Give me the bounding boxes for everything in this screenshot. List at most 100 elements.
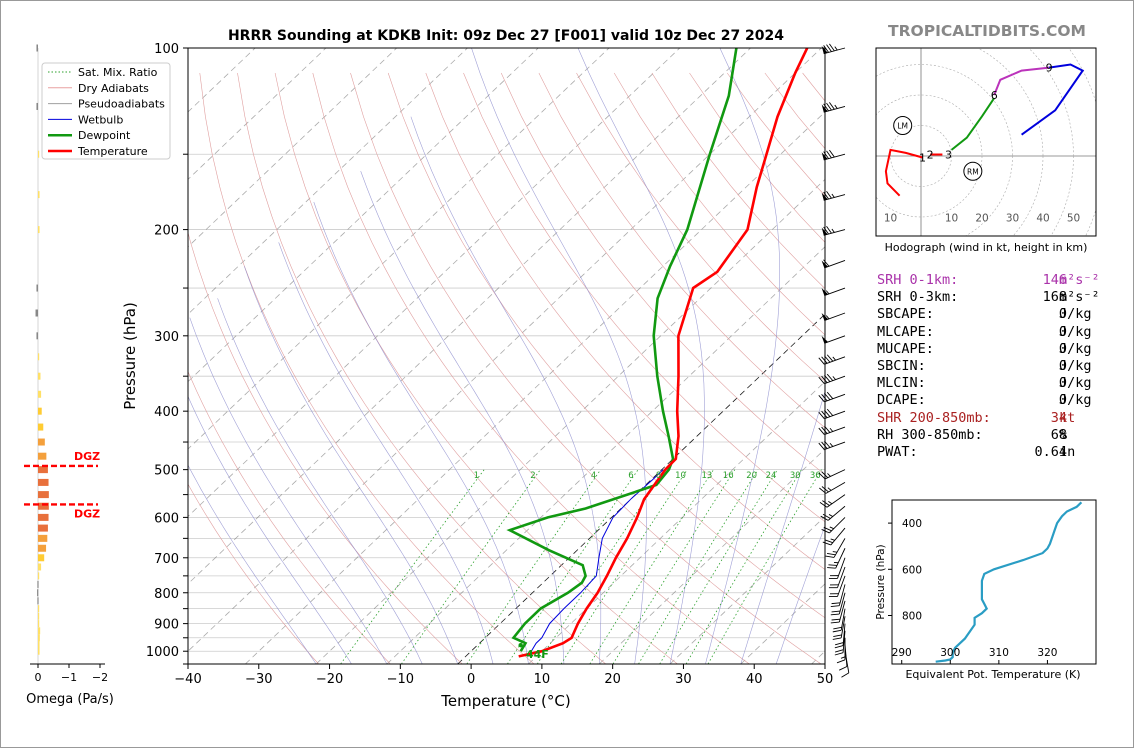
wetbulb-profile <box>530 469 664 652</box>
skewt-profiles <box>506 48 809 658</box>
hodograph-ring <box>977 48 1044 236</box>
wind-barb <box>821 225 846 236</box>
omega-panel: DGZ DGZ 0 −1 −2 Omega (Pa/s) <box>24 44 114 707</box>
barb-staff <box>837 575 846 597</box>
barb-flag <box>824 425 831 433</box>
barb-flag <box>822 541 832 546</box>
parameters-table: SRH 0-1km: 146 m²s⁻² SRH 0-3km: 168 m²s⁻² SBCA… <box>877 272 1107 461</box>
barb-half-flag <box>825 290 830 295</box>
wind-barb <box>818 440 846 450</box>
hodograph-height-label: 6 <box>991 89 998 102</box>
dry-adiabat <box>387 72 825 619</box>
isotherm <box>188 48 327 180</box>
barb-half-flag <box>831 193 835 198</box>
mixing-ratio-label: 10 <box>675 471 686 481</box>
x-tick-label: −30 <box>245 672 272 687</box>
omega-tick-label: 0 <box>35 671 42 684</box>
barb-staff <box>823 106 846 113</box>
omega-bar <box>37 589 39 597</box>
wind-barb <box>830 592 846 616</box>
legend-label: Wetbulb <box>78 113 123 126</box>
wind-barb <box>818 408 846 420</box>
wind-barb <box>834 623 846 649</box>
barb-pennant <box>821 104 828 113</box>
barb-flag <box>827 567 836 569</box>
barb-flag <box>818 376 825 385</box>
param-row: MLCAPE: 0 J/kg <box>877 324 1107 341</box>
param-key: RH 300-850mb: <box>877 426 983 443</box>
omega-bar <box>38 524 48 532</box>
mixing-ratio-line <box>707 469 822 664</box>
y-tick-label: 100 <box>154 42 179 57</box>
omega-bar <box>38 502 49 510</box>
wind-barb <box>818 391 846 403</box>
isotherm <box>188 48 681 517</box>
omega-bar <box>38 513 49 521</box>
barb-flag <box>830 605 840 607</box>
hodograph-segment <box>993 66 1050 96</box>
param-key: SRH 0-3km: <box>877 289 959 306</box>
dry-adiabat <box>350 72 822 664</box>
dry-adiabat <box>188 483 319 664</box>
barb-pennant <box>821 227 828 236</box>
hodograph-ring <box>876 64 1013 236</box>
isotherm <box>188 48 397 248</box>
dry-adiabat <box>188 370 391 664</box>
param-row: DCAPE: 0 J/kg <box>877 392 1107 409</box>
barb-flag <box>823 191 829 200</box>
omega-bar <box>38 353 40 361</box>
barb-staff <box>824 287 846 296</box>
wind-barb <box>821 259 846 269</box>
barb-pennant <box>821 313 829 321</box>
wind-barb <box>830 584 846 607</box>
barb-flag <box>818 442 825 450</box>
omega-bar <box>38 150 40 158</box>
barb-flag <box>826 44 832 52</box>
param-key: SHR 200-850mb: <box>877 409 991 426</box>
param-key: DCAPE: <box>877 392 926 409</box>
barb-flag <box>821 393 828 402</box>
barb-pennant <box>821 335 829 344</box>
omega-bar <box>38 407 42 415</box>
param-value: 0 <box>1058 375 1067 392</box>
hodograph-segment <box>884 148 923 197</box>
barb-flag <box>834 652 844 656</box>
y-tick-label: 600 <box>154 511 179 526</box>
barb-staff <box>830 527 846 546</box>
hodograph-height-label: 2 <box>927 148 934 161</box>
surface-dewpoint-marker <box>518 643 523 648</box>
wind-barb <box>832 608 846 633</box>
mixing-ratio-line <box>589 469 714 664</box>
barb-staff <box>837 557 846 579</box>
y-tick-label: 200 <box>154 224 179 239</box>
barb-staff <box>844 651 850 673</box>
omega-ticks: 0 −1 −2 <box>35 664 108 684</box>
omega-bar <box>38 491 49 499</box>
param-unit: J/kg <box>1059 323 1092 340</box>
barb-flag <box>830 621 840 624</box>
omega-bar <box>38 641 40 649</box>
skewt-xlabel: Temperature (°C) <box>440 692 570 710</box>
legend-label: Temperature <box>77 145 148 158</box>
x-tick-label: 20 <box>604 672 621 687</box>
barb-flag <box>818 472 826 480</box>
barb-flag <box>826 391 834 400</box>
barb-flag <box>826 191 832 199</box>
barb-staff <box>838 584 846 606</box>
param-row: SBCIN: 0 J/kg <box>877 358 1107 375</box>
barb-half-flag <box>827 487 832 491</box>
mixing-ratio-label: 20 <box>746 471 757 481</box>
barb-half-flag <box>828 514 833 517</box>
y-tick-label: 500 <box>154 464 179 479</box>
moist-adiabat <box>313 201 529 664</box>
mixing-ratio-label: 30 <box>790 471 801 481</box>
hodograph-height-label: 3 <box>945 148 952 161</box>
param-unit: m²s⁻² <box>1059 289 1100 306</box>
barb-flag <box>831 618 841 621</box>
param-key: MUCAPE: <box>877 340 934 357</box>
omega-bar <box>38 544 47 552</box>
barb-half-flag <box>830 538 835 541</box>
wind-barb <box>828 575 846 598</box>
omega-bar <box>36 102 38 110</box>
x-tick-label: −40 <box>174 672 201 687</box>
